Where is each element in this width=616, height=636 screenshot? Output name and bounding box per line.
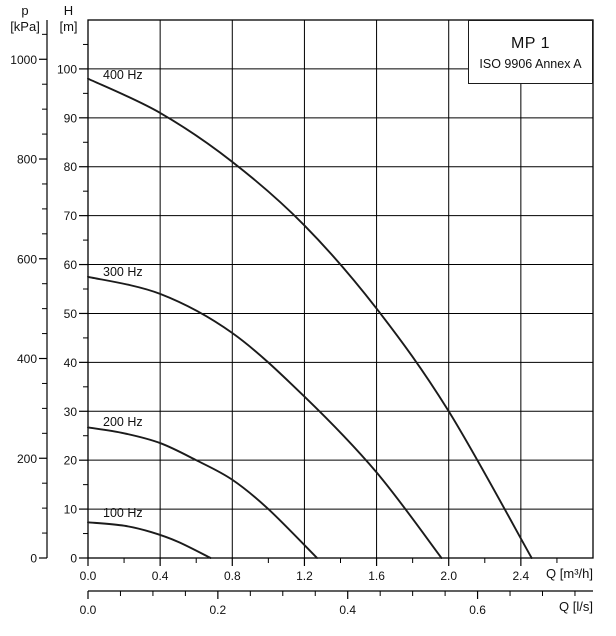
plot-border <box>87 19 594 559</box>
head-axis-unit: [m] <box>59 19 78 34</box>
pressure-tick-label: 1000 <box>10 53 37 67</box>
flow-tick-label: 2.0 <box>440 569 457 583</box>
head-tick-label: 20 <box>64 454 78 468</box>
ls-tick-label: 0.4 <box>339 603 356 617</box>
flow-tick-label: 0.8 <box>224 569 241 583</box>
flow-axis-label-m3h: Q [m³/h] <box>546 566 593 581</box>
curve-label-100-hz: 100 Hz <box>103 506 143 520</box>
curve-label-200-hz: 200 Hz <box>103 415 143 429</box>
ls-tick-label: 0.0 <box>80 603 97 617</box>
ls-tick-label: 0.2 <box>210 603 227 617</box>
pump-curves: 100 Hz 200 Hz 300 Hz 400 Hz <box>87 68 533 559</box>
pressure-tick-label: 400 <box>17 352 37 366</box>
head-tick-label: 50 <box>64 307 78 321</box>
head-axis-symbol: H <box>63 3 74 18</box>
curve-label-300-hz: 300 Hz <box>103 265 143 279</box>
pressure-axis: 1000 800 600 400 200 0 <box>10 20 48 566</box>
flow-tick-label: 0.4 <box>152 569 169 583</box>
head-tick-label: 30 <box>64 405 78 419</box>
flow-tick-label: 1.2 <box>296 569 313 583</box>
pump-model-name: MP 1 <box>510 35 551 52</box>
flow-tick-label: 2.4 <box>513 569 530 583</box>
head-tick-label: 100 <box>57 62 77 76</box>
curve-100-hz <box>87 521 212 559</box>
pump-test-standard: ISO 9906 Annex A <box>479 57 582 71</box>
curve-label-400-hz: 400 Hz <box>103 68 143 82</box>
pressure-axis-unit: [kPa] <box>10 19 40 34</box>
head-tick-label: 90 <box>64 111 78 125</box>
head-tick-label: 80 <box>64 160 78 174</box>
curve-200-hz <box>87 426 319 559</box>
head-tick-label: 60 <box>64 258 78 272</box>
pump-title-box: MP 1 ISO 9906 Annex A <box>468 20 593 84</box>
pressure-tick-label: 600 <box>17 252 37 266</box>
curve-400-hz <box>87 77 533 559</box>
pressure-axis-title: p [kPa] <box>1 3 49 35</box>
head-tick-label: 70 <box>64 209 78 223</box>
head-tick-label: 0 <box>70 552 77 566</box>
pressure-axis-symbol: p <box>21 3 29 18</box>
flow-axis-m3h: 0.0 0.4 0.8 1.2 1.6 2.0 2.4 <box>80 558 558 583</box>
head-tick-label: 40 <box>64 356 78 370</box>
head-tick-label: 10 <box>64 503 78 517</box>
pressure-tick-label: 800 <box>17 153 37 167</box>
head-axis-title: H [m] <box>45 3 92 35</box>
pressure-tick-label: 0 <box>30 552 37 566</box>
gridlines <box>88 20 593 558</box>
flow-tick-label: 1.6 <box>368 569 385 583</box>
flow-axis-ls: 0.0 0.2 0.4 0.6 <box>80 590 593 617</box>
flow-axis-label-ls: Q [l/s] <box>559 599 593 614</box>
ls-tick-label: 0.6 <box>469 603 486 617</box>
pressure-tick-label: 200 <box>17 452 37 466</box>
flow-tick-label: 0.0 <box>80 569 97 583</box>
curve-300-hz <box>87 275 443 559</box>
